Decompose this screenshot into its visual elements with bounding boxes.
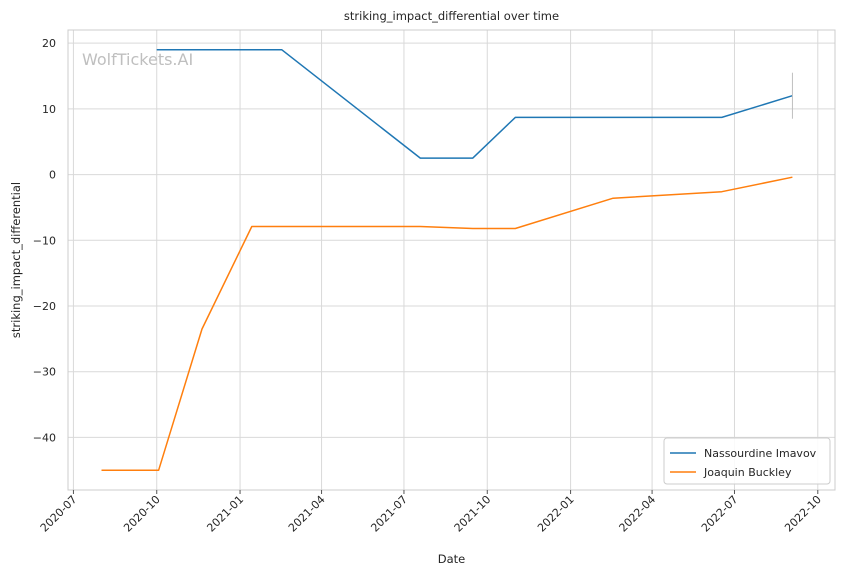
x-tick-label: 2020-10 — [121, 493, 163, 535]
y-tick-label: −20 — [33, 300, 56, 313]
plot-area-frame — [67, 29, 836, 491]
y-tick-label: −10 — [33, 234, 56, 247]
y-tick-label: −30 — [33, 366, 56, 379]
watermark-text: WolfTickets.AI — [82, 50, 193, 69]
legend: Nassourdine Imavov Joaquin Buckley — [663, 437, 831, 485]
series-line-nassourdine-imavov — [156, 48, 793, 159]
y-tick-label: 0 — [49, 169, 56, 182]
y-tick-label: 20 — [42, 37, 56, 50]
legend-label-nassourdine-imavov: Nassourdine Imavov — [704, 447, 817, 460]
x-tick-label: 2021-04 — [286, 493, 328, 535]
legend-label-joaquin-buckley: Joaquin Buckley — [703, 466, 792, 479]
x-tick-label: 2021-10 — [452, 493, 494, 535]
x-tick-label: 2021-07 — [368, 493, 410, 535]
series-line-joaquin-buckley — [101, 176, 793, 472]
y-tick-label: −40 — [33, 431, 56, 444]
x-tick-label: 2021-01 — [204, 493, 246, 535]
series-layer — [101, 48, 793, 472]
legend-box — [663, 437, 831, 485]
x-tick-label: 2022-07 — [699, 493, 741, 535]
x-tick-label: 2020-07 — [38, 493, 80, 535]
x-axis-title: Date — [438, 552, 466, 566]
y-tick-label: 10 — [42, 103, 56, 116]
x-tick-label: 2022-01 — [535, 493, 577, 535]
chart-title: striking_impact_differential over time — [344, 9, 559, 23]
x-tick-label: 2022-10 — [782, 493, 824, 535]
y-axis-title: striking_impact_differential — [9, 182, 23, 338]
x-tick-label: 2022-04 — [617, 493, 659, 535]
grid — [68, 30, 835, 490]
